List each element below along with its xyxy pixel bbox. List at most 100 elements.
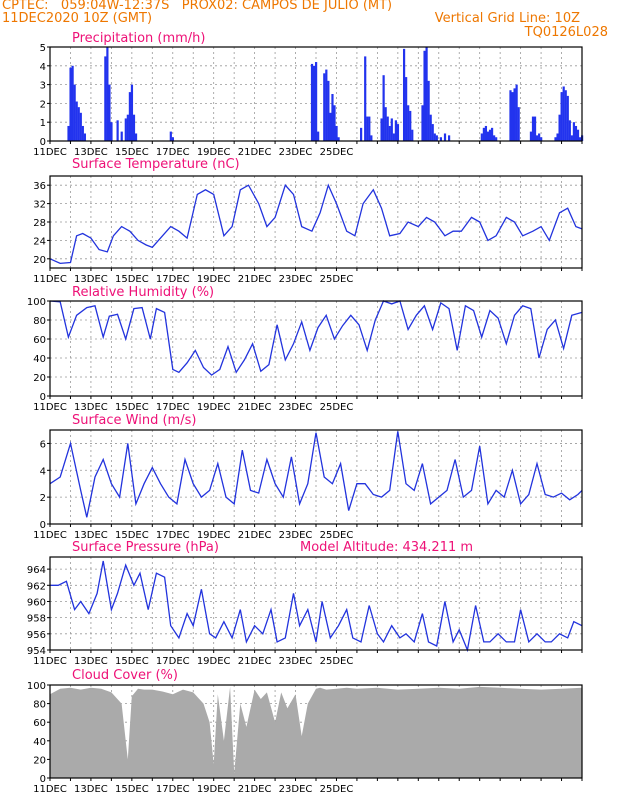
precip-bar <box>402 48 406 141</box>
panel-1: 20 24 28 32 36 11DEC 13DEC 15DEC 17DEC 19DEC 21DEC… <box>33 157 583 285</box>
precip-bar <box>364 56 367 141</box>
precip-bar <box>335 125 338 141</box>
precip-bar <box>493 135 496 141</box>
x-tick-label: 13DEC <box>74 147 108 158</box>
precip-bar <box>509 90 512 141</box>
y-tick-label: 0 <box>40 137 46 148</box>
precip-bar <box>366 116 369 141</box>
series-line <box>49 431 583 518</box>
x-tick-label: 21DEC <box>238 274 272 285</box>
precip-bar <box>126 114 129 141</box>
precip-bar <box>443 133 447 141</box>
header-grid-note: Vertical Grid Line: 10Z <box>434 11 580 26</box>
precip-bar <box>570 135 573 141</box>
precip-bar <box>333 105 336 141</box>
precip-bar <box>331 94 334 141</box>
precip-bar <box>360 127 363 141</box>
x-tick-label: 21DEC <box>238 656 272 667</box>
precip-bar <box>484 125 488 141</box>
precip-bar <box>411 129 414 141</box>
x-tick-label: 15DEC <box>115 274 149 285</box>
y-tick-label: 20 <box>33 255 46 266</box>
precip-bar <box>533 116 537 141</box>
x-tick-label: 11DEC <box>33 402 67 413</box>
precip-bar <box>132 114 136 141</box>
x-tick-label: 11DEC <box>33 656 67 667</box>
y-tick-label: 964 <box>27 565 46 576</box>
x-tick-label: 23DEC <box>279 530 313 541</box>
precip-bar <box>435 135 438 141</box>
y-tick-label: 0 <box>40 774 46 785</box>
y-tick-label: 0 <box>40 520 46 531</box>
precip-bar <box>554 137 557 141</box>
precip-bar <box>71 65 74 141</box>
precip-bar <box>310 63 314 141</box>
precip-bar <box>429 114 432 141</box>
y-tick-label: 3 <box>40 81 46 92</box>
x-tick-label: 21DEC <box>238 402 272 413</box>
y-tick-label: 20 <box>33 373 46 384</box>
x-tick-label: 25DEC <box>320 147 354 158</box>
precip-bar <box>329 112 332 141</box>
header-date: 11DEC2020 10Z (GMT) <box>2 11 153 26</box>
precip-bar <box>169 131 172 141</box>
precip-bar <box>77 107 80 141</box>
x-tick-label: 19DEC <box>197 656 231 667</box>
y-tick-label: 962 <box>27 581 46 592</box>
x-tick-label: 15DEC <box>115 147 149 158</box>
precip-bar <box>531 116 535 141</box>
cloud-area <box>50 686 582 778</box>
y-tick-label: 956 <box>27 630 46 641</box>
x-tick-label: 19DEC <box>197 402 231 413</box>
x-tick-label: 23DEC <box>279 147 313 158</box>
x-tick-label: 21DEC <box>238 530 272 541</box>
x-tick-label: 19DEC <box>197 784 231 795</box>
panel-title: Relative Humidity (%) <box>72 285 214 300</box>
panel-3: 0 2 4 6 11DEC 13DEC 15DEC 17DEC 19DEC 21DEC 23DEC 2… <box>33 413 583 541</box>
precip-bar <box>515 84 518 141</box>
y-tick-label: 28 <box>33 218 46 229</box>
series-line <box>50 560 583 653</box>
x-tick-label: 13DEC <box>74 656 108 667</box>
x-tick-label: 15DEC <box>115 530 149 541</box>
y-tick-label: 2 <box>40 493 46 504</box>
x-tick-label: 13DEC <box>74 274 108 285</box>
y-tick-label: 958 <box>27 614 46 625</box>
y-tick-label: 0 <box>40 392 46 403</box>
y-tick-label: 100 <box>27 297 46 308</box>
y-tick-label: 36 <box>33 181 46 192</box>
panel-title: Cloud Cover (%) <box>72 668 178 683</box>
precip-bar <box>79 112 82 141</box>
precip-bar <box>427 80 430 141</box>
x-tick-label: 23DEC <box>279 274 313 285</box>
x-tick-label: 17DEC <box>156 402 190 413</box>
precip-bar <box>392 133 395 141</box>
precip-bar <box>572 122 576 141</box>
precip-bar <box>104 56 107 141</box>
precip-bar <box>538 133 541 141</box>
y-tick-label: 60 <box>33 335 46 346</box>
precip-bar <box>409 110 412 141</box>
x-tick-label: 15DEC <box>115 784 149 795</box>
x-tick-label: 17DEC <box>156 784 190 795</box>
y-tick-label: 80 <box>33 700 46 711</box>
x-tick-label: 17DEC <box>156 147 190 158</box>
precip-bar <box>540 137 543 141</box>
precip-bar <box>517 107 520 141</box>
panel-title: Surface Pressure (hPa) <box>72 540 219 555</box>
x-tick-label: 25DEC <box>320 274 354 285</box>
series-line <box>49 183 583 265</box>
precip-bar <box>390 118 393 141</box>
precip-bar <box>120 131 123 141</box>
panel-0: 0 1 2 3 4 5 11DEC 13DEC 15DEC 17DEC 19DEC 21DEC 23DE… <box>33 31 584 158</box>
precip-bar <box>368 116 371 141</box>
panel-2: 0 20 40 60 80 100 11DEC 13DEC 15DEC 17DEC 19DEC 21D… <box>27 285 583 413</box>
x-tick-label: 23DEC <box>279 656 313 667</box>
precip-bar <box>337 137 340 141</box>
precip-bar <box>495 137 498 141</box>
precip-bar <box>386 116 389 141</box>
y-tick-label: 954 <box>27 646 46 657</box>
y-tick-label: 4 <box>40 62 46 73</box>
precip-bar <box>370 135 373 141</box>
